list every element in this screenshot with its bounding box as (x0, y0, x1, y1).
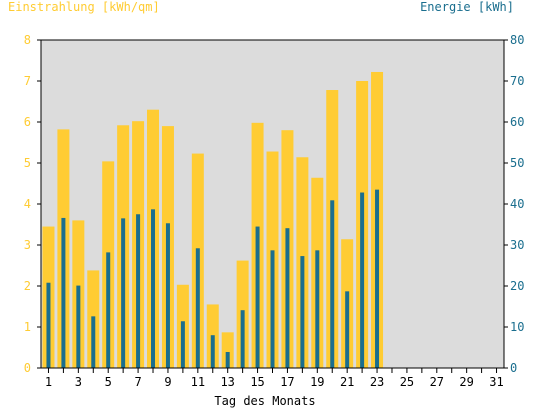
x-tick-label-11: 11 (191, 375, 205, 389)
x-tick-label-19: 19 (310, 375, 324, 389)
right-tick-label-0: 0 (510, 361, 517, 375)
left-tick-label-6: 6 (24, 115, 31, 129)
right-tick-label-50: 50 (510, 156, 524, 170)
energy-bar-day-14 (240, 310, 245, 368)
x-tick-label-27: 27 (430, 375, 444, 389)
left-tick-label-8: 8 (24, 33, 31, 47)
energy-bar-day-8 (151, 209, 156, 368)
right-tick-label-80: 80 (510, 33, 524, 47)
energy-bar-day-21 (345, 291, 350, 368)
left-tick-label-1: 1 (24, 320, 31, 334)
left-tick-label-5: 5 (24, 156, 31, 170)
energy-bar-day-9 (165, 223, 170, 368)
x-tick-label-29: 29 (459, 375, 473, 389)
energy-bar-day-12 (210, 335, 215, 368)
x-tick-label-5: 5 (105, 375, 112, 389)
left-tick-label-7: 7 (24, 74, 31, 88)
energy-bar-day-5 (106, 252, 111, 368)
x-tick-label-31: 31 (489, 375, 503, 389)
x-tick-label-23: 23 (370, 375, 384, 389)
x-tick-label-13: 13 (220, 375, 234, 389)
right-tick-label-60: 60 (510, 115, 524, 129)
energy-bar-day-10 (180, 321, 185, 368)
x-tick-label-21: 21 (340, 375, 354, 389)
energy-bar-day-20 (330, 200, 335, 368)
x-tick-label-9: 9 (164, 375, 171, 389)
energy-bar-day-18 (300, 256, 305, 368)
energy-bar-day-4 (91, 316, 96, 368)
x-tick-label-7: 7 (134, 375, 141, 389)
left-tick-label-2: 2 (24, 279, 31, 293)
irradiation-bar-day-13 (221, 332, 234, 368)
x-tick-label-17: 17 (280, 375, 294, 389)
energy-bar-day-13 (225, 352, 230, 368)
energy-bar-day-2 (61, 217, 66, 368)
right-tick-label-20: 20 (510, 279, 524, 293)
right-tick-label-30: 30 (510, 238, 524, 252)
left-tick-label-3: 3 (24, 238, 31, 252)
left-tick-label-0: 0 (24, 361, 31, 375)
right-axis-label: Energie [kWh] (420, 0, 514, 14)
energy-bar-day-6 (121, 218, 126, 368)
bars-group (42, 71, 384, 369)
energy-bar-day-16 (270, 250, 275, 368)
energy-bar-day-19 (315, 250, 320, 368)
x-axis-label: Tag des Monats (214, 394, 315, 408)
right-tick-label-10: 10 (510, 320, 524, 334)
x-tick-label-25: 25 (400, 375, 414, 389)
energy-bar-day-15 (255, 226, 260, 368)
left-axis-label: Einstrahlung [kWh/qm] (8, 0, 160, 14)
x-tick-label-3: 3 (75, 375, 82, 389)
energy-bar-day-23 (375, 189, 380, 368)
energy-bar-day-7 (136, 214, 141, 368)
energy-bar-day-3 (76, 285, 81, 368)
x-tick-label-1: 1 (45, 375, 52, 389)
energy-bar-day-1 (46, 282, 51, 368)
energy-bar-day-22 (360, 192, 365, 368)
right-tick-label-40: 40 (510, 197, 524, 211)
x-tick-label-15: 15 (250, 375, 264, 389)
left-tick-label-4: 4 (24, 197, 31, 211)
energy-bar-day-11 (195, 248, 200, 368)
right-tick-label-70: 70 (510, 74, 524, 88)
energy-bar-day-17 (285, 228, 290, 368)
